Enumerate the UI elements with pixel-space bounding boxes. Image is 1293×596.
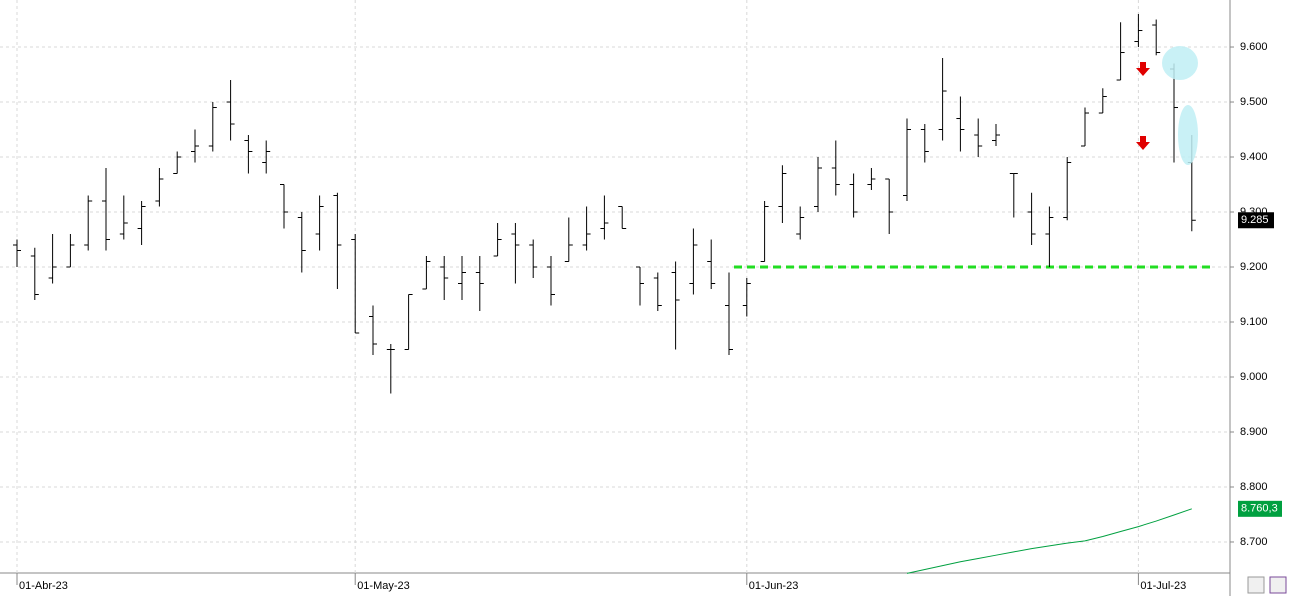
- x-tick-label: 01-May-23: [357, 580, 410, 592]
- x-tick-label: 01-Abr-23: [19, 580, 68, 592]
- y-tick-label: 8.800: [1240, 481, 1268, 493]
- y-tick-label: 8.900: [1240, 426, 1268, 438]
- y-tick-label: 9.100: [1240, 316, 1268, 328]
- price-label-box: [1238, 212, 1274, 229]
- x-tick-label: 01-Jul-23: [1140, 580, 1186, 592]
- y-tick-label: 9.200: [1240, 261, 1268, 273]
- price-label: 9.285: [1241, 214, 1269, 226]
- down-arrow: [1136, 136, 1150, 150]
- highlight: [1178, 105, 1198, 165]
- annotations: [1136, 46, 1198, 165]
- moving-average: [906, 508, 1192, 574]
- x-tick-label: 01-Jun-23: [749, 580, 799, 592]
- ma-label: 8.760,3: [1241, 503, 1278, 515]
- y-tick-label: 9.600: [1240, 41, 1268, 53]
- save-button[interactable]: [1269, 576, 1287, 594]
- y-tick-label: 8.700: [1240, 536, 1268, 548]
- y-tick-label: 9.000: [1240, 371, 1268, 383]
- highlight: [1162, 46, 1198, 80]
- y-tick-label: 9.500: [1240, 96, 1268, 108]
- down-arrow: [1136, 62, 1150, 76]
- toolbar-button[interactable]: [1247, 576, 1265, 594]
- ma-label-box: [1238, 500, 1282, 517]
- y-tick-label: 9.400: [1240, 151, 1268, 163]
